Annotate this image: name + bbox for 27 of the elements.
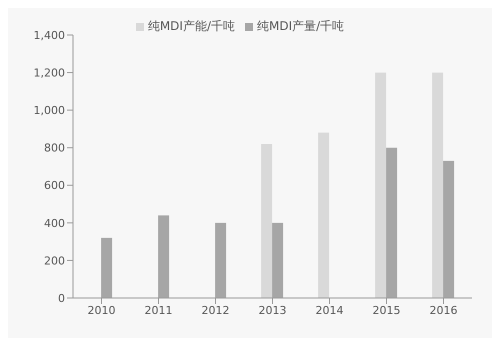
- bar: [443, 160, 454, 298]
- y-tick-label: 0: [58, 292, 65, 305]
- y-tick-label: 200: [44, 254, 65, 268]
- bar: [158, 215, 170, 298]
- x-tick-label: 2015: [372, 304, 400, 317]
- x-tick-label: 2012: [202, 304, 230, 317]
- y-tick-label: 1,200: [34, 66, 65, 80]
- x-tick-label: 2013: [258, 304, 286, 317]
- bar: [318, 132, 330, 298]
- legend-label: 纯MDI产量/千吨: [257, 19, 344, 33]
- bar: [272, 222, 284, 298]
- legend-label: 纯MDI产能/千吨: [148, 19, 235, 33]
- bar: [432, 72, 444, 298]
- y-tick-label: 1,000: [34, 104, 65, 118]
- bar: [375, 72, 386, 298]
- bar: [215, 222, 226, 298]
- bar: [101, 238, 112, 298]
- y-tick-label: 400: [44, 216, 65, 230]
- y-tick-label: 600: [44, 179, 65, 192]
- bar: [386, 148, 398, 298]
- x-tick-label: 2011: [144, 304, 172, 317]
- x-tick-label: 2014: [316, 304, 344, 317]
- y-tick-label: 1,400: [34, 28, 65, 42]
- x-tick-label: 2016: [430, 304, 458, 317]
- x-tick-label: 2010: [88, 304, 116, 317]
- y-tick-label: 800: [44, 142, 65, 155]
- bar: [261, 144, 272, 298]
